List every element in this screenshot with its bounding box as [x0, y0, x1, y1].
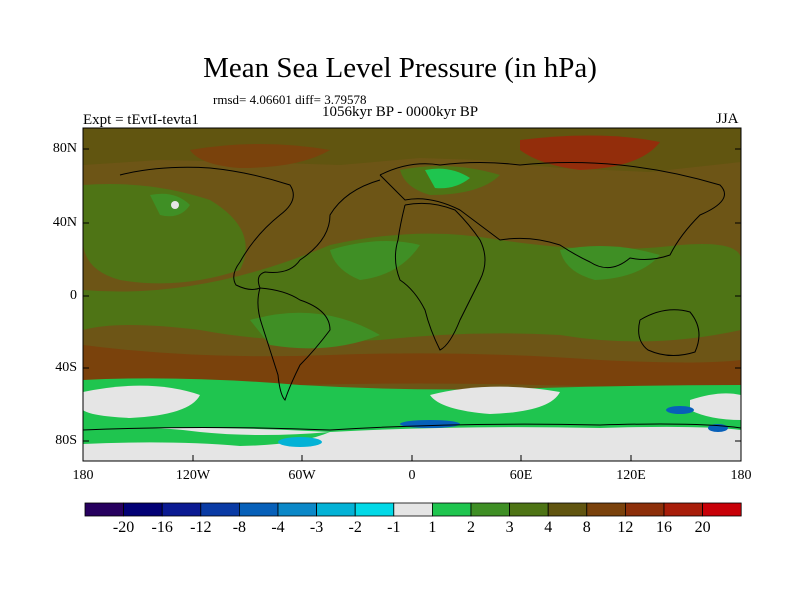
colorbar-label: -3 — [309, 519, 324, 536]
colorbar — [84, 502, 742, 517]
colorbar-label: 2 — [467, 519, 475, 536]
season-label: JJA — [716, 111, 739, 127]
scandinavia-anomaly — [425, 168, 470, 189]
axis-ticks — [82, 148, 742, 461]
colorbar-label: -8 — [232, 519, 247, 536]
south-america-region — [250, 312, 380, 349]
statistics-label: rmsd= 4.06601 diff= 3.79578 — [213, 92, 367, 107]
x-label-60e: 60E — [509, 468, 533, 483]
colorbar-swatch — [200, 502, 240, 517]
colorbar-swatch — [663, 502, 703, 517]
experiment-label: Expt = tEvtI-tevta1 — [83, 112, 199, 128]
colorbar-swatch — [431, 502, 472, 517]
y-label-0: 0 — [70, 288, 77, 303]
colorbar-swatch — [509, 502, 549, 517]
indian-ocean-region — [560, 246, 660, 280]
plot-title: Mean Sea Level Pressure (in hPa) — [203, 52, 597, 84]
colorbar-label: 1 — [428, 519, 437, 536]
colorbar-label: -1 — [387, 519, 401, 536]
x-label-180w: 180 — [72, 468, 94, 483]
southern-midlatitude-band — [83, 345, 741, 387]
x-label-120w: 120W — [175, 468, 211, 483]
colorbar-label: 3 — [505, 519, 514, 536]
colorbar-label: -4 — [271, 519, 285, 536]
canadian-arctic-region — [190, 144, 330, 168]
africa-coast — [394, 202, 486, 351]
colorbar-swatch — [470, 502, 510, 517]
colorbar-swatch — [547, 502, 588, 517]
pressure-field — [83, 128, 741, 461]
colorbar-swatch — [354, 502, 395, 517]
colorbar-label: -12 — [190, 519, 212, 536]
colorbar-label: 20 — [694, 519, 711, 536]
colorbar-swatch — [702, 502, 742, 517]
colorbar-swatch — [123, 502, 163, 517]
x-label-0: 0 — [408, 468, 416, 483]
coastlines — [83, 162, 741, 431]
alaska-neutral-spot — [171, 201, 179, 209]
south-america-coast — [257, 287, 331, 401]
colorbar-label: -20 — [112, 519, 135, 536]
colorbar-swatch — [316, 502, 356, 517]
north-america-coast — [119, 166, 381, 290]
south-pacific-neutral — [83, 385, 200, 418]
atlantic-tropical-region — [330, 241, 420, 280]
colorbar-swatch — [238, 502, 279, 517]
colorbar-label: 4 — [544, 519, 553, 536]
y-label-40n: 40N — [52, 215, 77, 230]
y-label-80n: 80N — [52, 141, 77, 156]
antarctic-green-patch — [83, 427, 330, 446]
siberia-high-region — [520, 135, 660, 170]
antarctica-coast — [83, 423, 741, 431]
period-label: 1056kyr BP - 0000kyr BP — [322, 104, 479, 120]
colorbar-label: 16 — [656, 519, 672, 536]
x-label-180e: 180 — [730, 468, 752, 483]
colorbar-label: 8 — [582, 519, 591, 536]
x-label-120e: 120E — [616, 468, 646, 483]
y-label-40s: 40S — [55, 360, 77, 375]
y-label-80s: 80S — [55, 433, 77, 448]
australia-coast — [638, 309, 700, 356]
antarctic-low-west — [278, 437, 322, 447]
colorbar-label: 12 — [617, 519, 634, 536]
south-east-neutral — [690, 393, 741, 420]
alaska-anomaly — [150, 193, 190, 217]
antarctic-low-central — [400, 420, 460, 428]
north-pacific-region — [83, 184, 246, 284]
colorbar-label: -16 — [151, 519, 173, 536]
colorbar-label: -2 — [348, 519, 362, 536]
colorbar-swatch — [277, 502, 317, 517]
antarctic-low-east — [666, 406, 694, 414]
colorbar-swatch — [586, 502, 626, 517]
colorbar-swatch — [625, 502, 665, 517]
x-label-60w: 60W — [288, 468, 316, 483]
colorbar-swatch — [393, 502, 433, 517]
colorbar-swatch — [161, 502, 202, 517]
eurasia-coast — [379, 162, 725, 269]
colorbar-swatch — [84, 502, 124, 517]
south-indian-neutral — [430, 386, 560, 414]
